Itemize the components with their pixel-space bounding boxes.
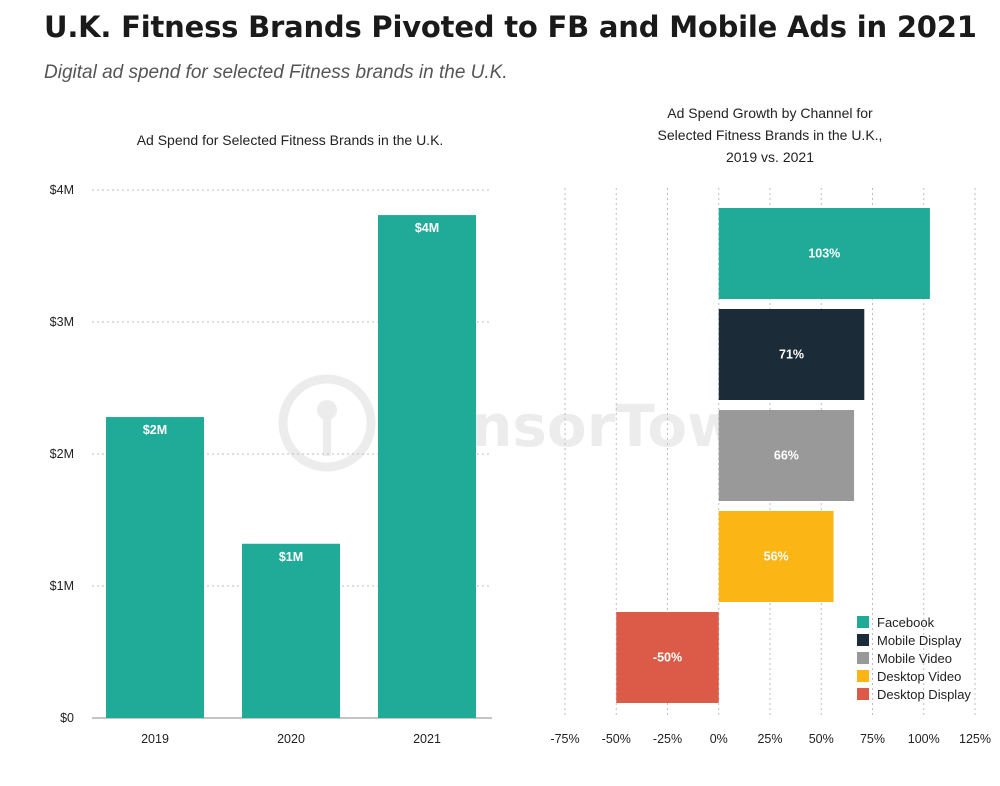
left-chart-x-axis: 2019 2020 2021 [141,732,441,746]
x-tick-label: -25% [653,732,682,746]
x-tick-label: -50% [602,732,631,746]
legend-swatch [857,616,869,628]
x-tick-label: 0% [710,732,728,746]
bar-value-label: $1M [279,550,303,564]
right-chart-legend: Facebook Mobile Display Mobile Video Deskto… [857,615,971,702]
bar-value-label: 56% [764,550,789,564]
legend-swatch [857,634,869,646]
x-tick-label: 2019 [141,732,169,746]
x-tick-label: 75% [860,732,885,746]
bar-value-label: $2M [143,423,167,437]
bar-2021 [378,215,476,718]
x-tick-label: 125% [959,732,991,746]
x-tick-label: 25% [757,732,782,746]
bar-value-label: -50% [653,651,682,665]
legend-swatch [857,652,869,664]
right-chart-x-axis: -75% -50% -25% 0% 25% 50% 75% 100% 125% [550,732,991,746]
right-chart-title-line-2: Selected Fitness Brands in the U.K., [658,127,883,143]
right-chart-title-line-3: 2019 vs. 2021 [726,149,814,165]
right-chart-bars: 103% 71% 66% 56% -50% [616,208,930,703]
page-title: U.K. Fitness Brands Pivoted to FB and Mo… [44,10,977,44]
y-tick-label: $2M [50,447,74,461]
bar-facebook [718,208,930,299]
x-tick-label: 2020 [277,732,305,746]
ad-spend-bar-chart: Ad Spend for Selected Fitness Brands in … [50,132,492,746]
y-tick-label: $1M [50,579,74,593]
legend-label: Mobile Display [877,633,962,648]
y-tick-label: $0 [60,711,74,725]
bar-value-label: 103% [808,247,840,261]
bar-2019 [106,417,204,718]
left-chart-bars: $2M $1M $4M [106,215,476,718]
bar-value-label: 71% [779,348,804,362]
x-tick-label: -75% [550,732,579,746]
legend-swatch [857,688,869,700]
bar-mobile-video [718,410,855,501]
left-chart-y-axis: $0 $1M $2M $3M $4M [50,183,74,725]
left-chart-title: Ad Spend for Selected Fitness Brands in … [137,132,444,148]
bar-value-label: 66% [774,449,799,463]
bar-desktop-display [616,612,719,703]
right-chart-title-line-1: Ad Spend Growth by Channel for [667,105,873,121]
bar-mobile-display [718,309,865,400]
legend-label: Desktop Display [877,687,971,702]
y-tick-label: $4M [50,183,74,197]
growth-by-channel-chart: Ad Spend Growth by Channel for Selected … [550,105,991,746]
bar-value-label: $4M [415,221,439,235]
y-tick-label: $3M [50,315,74,329]
x-tick-label: 2021 [413,732,441,746]
page-subtitle: Digital ad spend for selected Fitness br… [44,62,508,83]
x-tick-label: 50% [809,732,834,746]
legend-label: Facebook [877,615,935,630]
bar-2020 [242,543,340,718]
legend-label: Desktop Video [877,669,961,684]
bar-desktop-video [718,511,834,602]
x-tick-label: 100% [908,732,940,746]
legend-swatch [857,670,869,682]
legend-label: Mobile Video [877,651,952,666]
